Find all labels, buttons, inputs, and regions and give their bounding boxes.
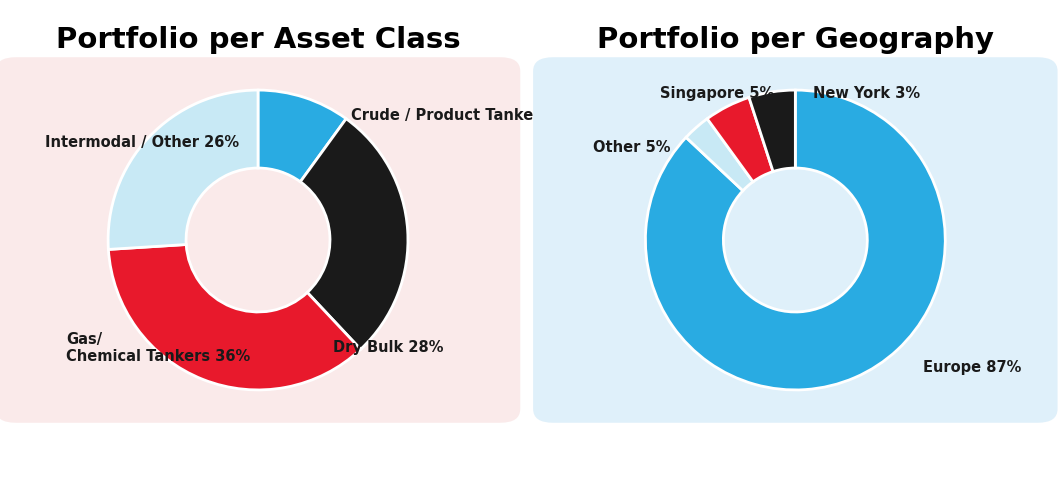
Text: Singapore 5%: Singapore 5% xyxy=(661,85,775,101)
Text: Intermodal / Other 26%: Intermodal / Other 26% xyxy=(45,135,239,150)
Title: Portfolio per Geography: Portfolio per Geography xyxy=(597,26,994,54)
Wedge shape xyxy=(708,97,774,182)
Text: Crude / Product Tankers 10%: Crude / Product Tankers 10% xyxy=(351,108,589,123)
Text: Europe 87%: Europe 87% xyxy=(922,360,1021,375)
Wedge shape xyxy=(646,90,945,390)
Wedge shape xyxy=(109,90,259,250)
Text: Gas/
Chemical Tankers 36%: Gas/ Chemical Tankers 36% xyxy=(66,332,250,364)
Text: New York 3%: New York 3% xyxy=(813,85,920,101)
Wedge shape xyxy=(109,244,361,390)
Text: Other 5%: Other 5% xyxy=(593,140,670,155)
Wedge shape xyxy=(749,90,796,171)
Title: Portfolio per Asset Class: Portfolio per Asset Class xyxy=(55,26,461,54)
Wedge shape xyxy=(257,90,346,182)
Wedge shape xyxy=(686,119,753,191)
Text: Dry Bulk 28%: Dry Bulk 28% xyxy=(333,340,444,356)
Wedge shape xyxy=(300,119,408,349)
FancyBboxPatch shape xyxy=(533,57,1058,423)
FancyBboxPatch shape xyxy=(0,57,520,423)
